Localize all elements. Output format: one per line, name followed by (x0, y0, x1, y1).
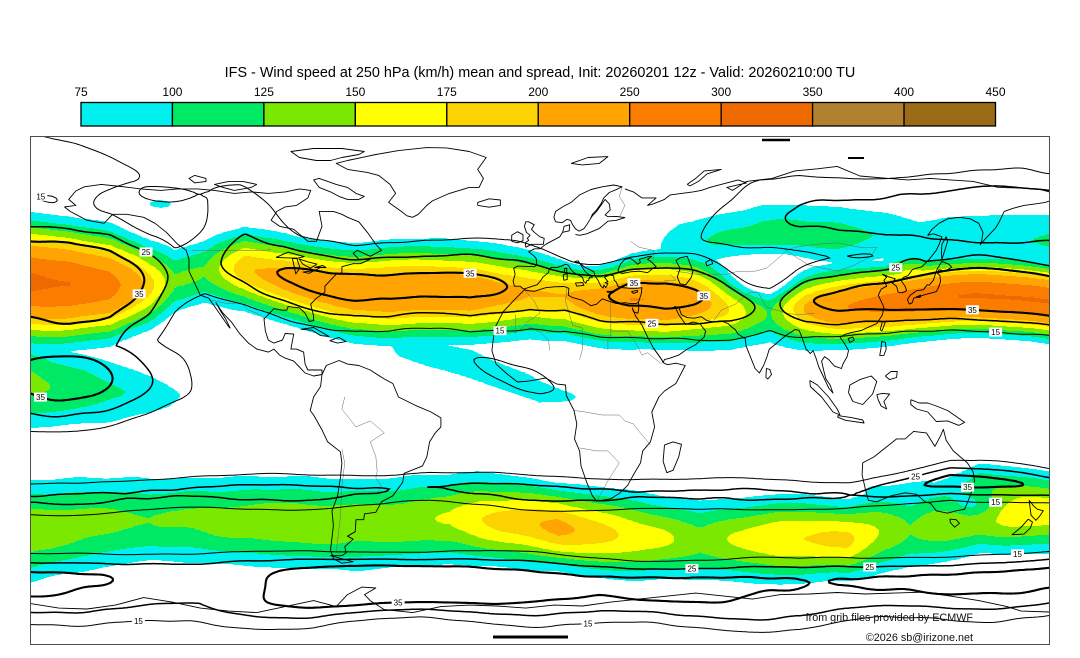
svg-text:450: 450 (985, 85, 1005, 99)
svg-text:35: 35 (963, 483, 972, 492)
svg-text:250: 250 (620, 85, 640, 99)
svg-text:15: 15 (991, 498, 1000, 507)
svg-text:35: 35 (466, 269, 475, 278)
svg-text:200: 200 (528, 85, 548, 99)
svg-text:15: 15 (496, 327, 505, 336)
svg-text:15: 15 (584, 620, 593, 629)
svg-text:100: 100 (162, 85, 182, 99)
svg-text:35: 35 (135, 290, 144, 299)
svg-text:15: 15 (1013, 550, 1022, 559)
svg-text:350: 350 (803, 85, 823, 99)
svg-text:150: 150 (345, 85, 365, 99)
svg-text:25: 25 (687, 565, 696, 574)
svg-text:from grib files provided by EC: from grib files provided by ECMWF (806, 612, 974, 624)
svg-text:35: 35 (968, 306, 977, 315)
svg-text:IFS - Wind speed at 250 hPa (k: IFS - Wind speed at 250 hPa (km/h) mean … (225, 65, 856, 81)
svg-text:15: 15 (36, 192, 45, 201)
svg-text:35: 35 (36, 393, 45, 402)
svg-text:35: 35 (394, 599, 403, 608)
svg-text:25: 25 (647, 319, 656, 328)
svg-text:35: 35 (629, 279, 638, 288)
svg-text:125: 125 (254, 85, 274, 99)
svg-text:15: 15 (134, 617, 143, 626)
svg-text:25: 25 (911, 472, 920, 481)
svg-text:©2026 sb@irizone.net: ©2026 sb@irizone.net (866, 632, 973, 644)
svg-text:25: 25 (142, 248, 151, 257)
svg-text:400: 400 (894, 85, 914, 99)
svg-text:75: 75 (74, 85, 88, 99)
svg-text:15: 15 (991, 328, 1000, 337)
svg-text:175: 175 (437, 85, 457, 99)
svg-text:25: 25 (891, 264, 900, 273)
svg-text:35: 35 (699, 292, 708, 301)
svg-text:25: 25 (865, 563, 874, 572)
svg-text:300: 300 (711, 85, 731, 99)
